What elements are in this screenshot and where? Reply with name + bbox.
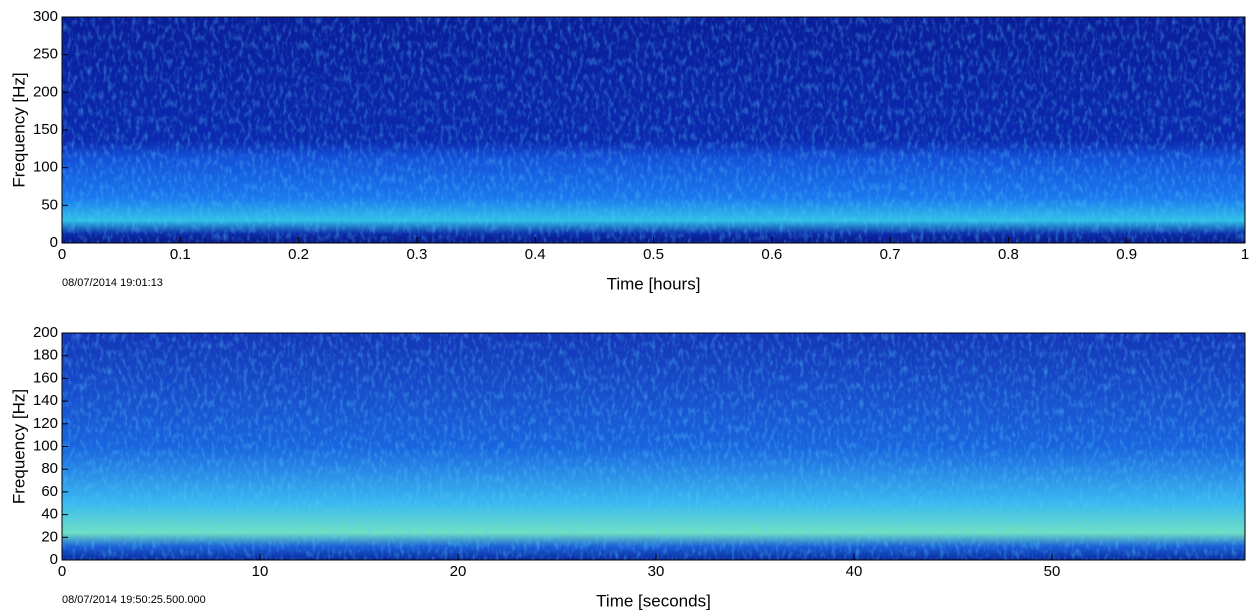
x-tick-label: 0.7	[880, 246, 901, 263]
timestamp: 08/07/2014 19:50:25.500.000	[62, 594, 206, 606]
y-tick-label: 120	[33, 415, 58, 432]
x-tick-label: 0.5	[643, 246, 664, 263]
y-tick-label: 100	[33, 437, 58, 454]
y-tick-label: 200	[33, 324, 58, 341]
y-axis-label: Frequency [Hz]	[9, 389, 28, 504]
y-tick-label: 140	[33, 392, 58, 409]
x-tick-label: 10	[252, 563, 269, 580]
y-tick-label: 300	[33, 8, 58, 25]
x-tick-label: 0	[58, 246, 66, 263]
x-axis-label: Time [hours]	[607, 274, 701, 293]
y-tick-label: 180	[33, 347, 58, 364]
x-tick-label: 0.1	[170, 246, 191, 263]
x-tick-label: 0.6	[761, 246, 782, 263]
y-tick-label: 100	[33, 159, 58, 176]
y-tick-label: 250	[33, 46, 58, 63]
x-axis-label: Time [seconds]	[596, 591, 711, 610]
y-tick-label: 80	[41, 460, 58, 477]
x-tick-label: 1	[1241, 246, 1249, 263]
x-tick-label: 20	[450, 563, 467, 580]
x-tick-label: 0.3	[406, 246, 427, 263]
y-tick-label: 40	[41, 506, 58, 523]
y-tick-label: 0	[50, 551, 58, 568]
y-tick-label: 60	[41, 483, 58, 500]
y-tick-label: 50	[41, 196, 58, 213]
x-tick-label: 0.2	[288, 246, 309, 263]
x-tick-label: 0.8	[998, 246, 1019, 263]
x-tick-label: 40	[846, 563, 863, 580]
y-tick-label: 160	[33, 369, 58, 386]
spectrogram-texture	[62, 333, 1245, 560]
x-tick-label: 0	[58, 563, 66, 580]
y-tick-label: 200	[33, 83, 58, 100]
spectrogram-texture	[62, 17, 1245, 243]
y-tick-label: 20	[41, 528, 58, 545]
y-tick-label: 0	[50, 234, 58, 251]
y-tick-label: 150	[33, 121, 58, 138]
x-tick-label: 0.9	[1116, 246, 1137, 263]
y-axis-label: Frequency [Hz]	[9, 72, 28, 187]
x-tick-label: 30	[648, 563, 665, 580]
x-tick-label: 0.4	[525, 246, 546, 263]
timestamp: 08/07/2014 19:01:13	[62, 277, 163, 289]
x-tick-label: 50	[1044, 563, 1061, 580]
